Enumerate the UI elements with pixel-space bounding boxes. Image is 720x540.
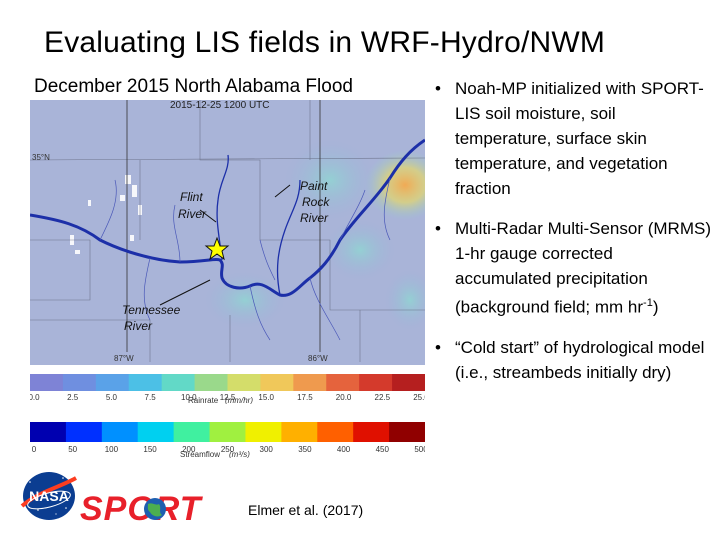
colorbar-swatch bbox=[392, 374, 425, 391]
colorbar-tick-label: 0 bbox=[32, 445, 37, 454]
colorbar-tick-label: 400 bbox=[337, 445, 351, 454]
citation: Elmer et al. (2017) bbox=[248, 502, 364, 518]
flint-river-label: Flint bbox=[180, 190, 203, 204]
colorbar-swatch bbox=[95, 374, 130, 391]
rainrate-label: Rainrate bbox=[188, 396, 219, 404]
sport-logo: SPORT bbox=[80, 490, 204, 528]
tennessee-river-label: River bbox=[124, 319, 153, 333]
flint-river-label: River bbox=[178, 207, 207, 221]
bullet-item: • “Cold start” of hydrological model (i.… bbox=[432, 335, 712, 385]
colorbar-swatch bbox=[30, 422, 67, 442]
streamflow-label: Streamflow bbox=[180, 450, 220, 458]
bullet-item: • Multi-Radar Multi-Sensor (MRMS) 1-hr g… bbox=[432, 216, 712, 320]
tributaries bbox=[99, 177, 391, 341]
colorbar-swatch bbox=[326, 374, 360, 391]
colorbar-tick-label: 15.0 bbox=[258, 393, 274, 402]
nasa-logo: NASA bbox=[20, 472, 77, 520]
rainrate-swatches bbox=[30, 374, 425, 391]
colorbar-tick-label: 22.5 bbox=[375, 393, 391, 402]
streamflow-units: (m³/s) bbox=[229, 450, 250, 458]
lon-label-87: 87°W bbox=[114, 354, 134, 363]
colorbar-swatch bbox=[101, 422, 139, 442]
colorbar-tick-label: 500 bbox=[414, 445, 425, 454]
colorbar-tick-label: 10.0 bbox=[181, 393, 197, 402]
rainrate-colorbar: 0.0 2.5 5.0 7.5 10.0 12.5 15.0 17.5 20.0 22.5 25.0… bbox=[30, 374, 425, 404]
colorbar-tick-label: 450 bbox=[376, 445, 390, 454]
colorbar-swatch bbox=[161, 374, 196, 391]
rainrate-units: (mm/hr) bbox=[225, 396, 253, 404]
slide-title: Evaluating LIS fields in WRF-Hydro/NWM bbox=[44, 26, 606, 59]
streamflow-ticks: 0 50 100 150 200 250 300 350 400 450 500 bbox=[32, 445, 425, 454]
bullet-list: • Noah-MP initialized with SPORT-LIS soi… bbox=[432, 76, 712, 400]
colorbar-swatch bbox=[317, 422, 354, 442]
bullet-text: Multi-Radar Multi-Sensor (MRMS) 1-hr gau… bbox=[455, 219, 711, 317]
bullet-text: Noah-MP initialized with SPORT-LIS soil … bbox=[455, 79, 704, 198]
colorbar-swatch bbox=[209, 422, 246, 442]
colorbar-tick-label: 20.0 bbox=[336, 393, 352, 402]
precip-hotspot bbox=[365, 150, 425, 220]
paint-rock-river-path bbox=[276, 179, 301, 296]
svg-text:NASA: NASA bbox=[29, 488, 69, 504]
colorbar-swatch bbox=[194, 374, 228, 391]
colorbar-tick-label: 200 bbox=[182, 445, 196, 454]
flood-map: 2015-12-25 1200 UTC 35°N 87°W 86°W Flint… bbox=[30, 100, 425, 365]
colorbar-tick-label: 50 bbox=[68, 445, 77, 454]
precip-area bbox=[205, 272, 285, 328]
colorbar-tick-label: 25.0 bbox=[413, 393, 425, 402]
colorbar-tick-label: 5.0 bbox=[106, 393, 118, 402]
slide-subtitle: December 2015 North Alabama Flood bbox=[34, 76, 353, 97]
colorbar-swatch bbox=[245, 422, 282, 442]
colorbar-tick-label: 0.0 bbox=[30, 393, 40, 402]
colorbar-tick-label: 250 bbox=[221, 445, 235, 454]
colorbar-swatch bbox=[227, 374, 261, 391]
location-star-icon bbox=[204, 236, 230, 261]
colorbar-swatch bbox=[128, 374, 163, 391]
colorbar-swatch bbox=[137, 422, 175, 442]
flint-river-path bbox=[216, 154, 229, 261]
paint-rock-river-label: River bbox=[300, 211, 329, 225]
colorbar-tick-label: 12.5 bbox=[220, 393, 236, 402]
colorbar-tick-label: 300 bbox=[260, 445, 274, 454]
colorbar-swatch bbox=[389, 422, 425, 442]
paint-rock-river-label: Rock bbox=[302, 195, 330, 209]
colorbar-tick-label: 350 bbox=[298, 445, 312, 454]
rainrate-ticks: 0.0 2.5 5.0 7.5 10.0 12.5 15.0 17.5 20.0 22.5 25.0 bbox=[30, 393, 425, 402]
lon-label-86: 86°W bbox=[308, 354, 328, 363]
colorbar-swatch bbox=[359, 374, 393, 391]
colorbar-swatch bbox=[293, 374, 327, 391]
paint-rock-river-label: Paint bbox=[300, 179, 328, 193]
colorbar-swatch bbox=[65, 422, 103, 442]
bullet-text: “Cold start” of hydrological model (i.e.… bbox=[455, 337, 705, 382]
map-timestamp: 2015-12-25 1200 UTC bbox=[170, 100, 270, 111]
precip-area bbox=[385, 270, 425, 330]
streamflow-colorbar: 0 50 100 150 200 250 300 350 400 450 500 Streamflo… bbox=[30, 422, 425, 458]
colorbar-swatch bbox=[260, 374, 294, 391]
bullet-dot: • bbox=[435, 337, 441, 357]
streamflow-swatches bbox=[30, 422, 425, 442]
colorbar-swatch bbox=[173, 422, 211, 442]
colorbar-tick-label: 2.5 bbox=[67, 393, 79, 402]
bullet-item: • Noah-MP initialized with SPORT-LIS soi… bbox=[432, 76, 712, 201]
colorbar-swatch bbox=[62, 374, 97, 391]
precip-area bbox=[285, 140, 375, 220]
label-arrows bbox=[159, 184, 291, 306]
tennessee-river-label: Tennessee bbox=[122, 303, 181, 317]
bullet-superscript: -1 bbox=[643, 297, 653, 309]
colorbar-swatch bbox=[281, 422, 318, 442]
colorbar-tick-label: 100 bbox=[105, 445, 119, 454]
colorbar-swatch bbox=[353, 422, 390, 442]
colorbar-tick-label: 7.5 bbox=[145, 393, 157, 402]
bullet-dot: • bbox=[435, 219, 441, 238]
graticule bbox=[126, 100, 321, 352]
svg-text:SPORT: SPORT bbox=[80, 490, 204, 528]
bullet-dot: • bbox=[435, 79, 441, 98]
colorbar-swatch bbox=[30, 374, 64, 391]
lat-label: 35°N bbox=[32, 153, 50, 162]
colorbar-tick-label: 17.5 bbox=[297, 393, 313, 402]
bullet-text-end: ) bbox=[652, 297, 659, 317]
colorbar-tick-label: 150 bbox=[143, 445, 157, 454]
